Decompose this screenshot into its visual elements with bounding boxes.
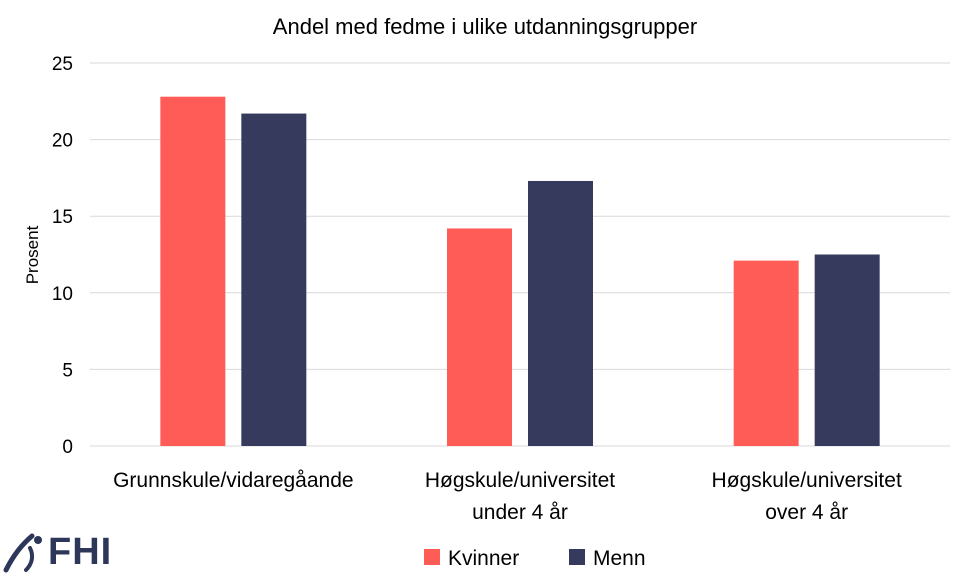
- y-tick-label-25: 25: [52, 54, 73, 75]
- x-tick-label-2-1: over 4 år: [765, 501, 848, 524]
- fhi-logo-text: FHI: [48, 531, 113, 573]
- y-tick-label-20: 20: [52, 131, 73, 152]
- legend-label-kvinner: Kvinner: [448, 547, 519, 570]
- x-tick-label-1-0: Høgskule/universitet: [425, 469, 615, 492]
- legend-swatch-menn: [569, 549, 585, 565]
- y-tick-label-15: 15: [52, 207, 73, 228]
- y-tick-label-5: 5: [62, 360, 73, 381]
- bar-menn-0: [241, 113, 307, 446]
- fhi-logo: FHI: [2, 530, 112, 574]
- fhi-logo-icon: [3, 533, 42, 573]
- legend-swatch-kvinner: [424, 549, 440, 565]
- y-tick-label-10: 10: [52, 284, 73, 305]
- x-tick-label-0-0: Grunnskule/vidaregåande: [113, 469, 354, 492]
- bar-kvinner-1: [447, 228, 512, 446]
- bar-kvinner-2: [733, 260, 799, 446]
- x-tick-label-1-1: under 4 år: [472, 501, 568, 524]
- bar-menn-2: [814, 254, 880, 446]
- chart-title: Andel med fedme i ulike utdanningsgruppe…: [273, 14, 697, 39]
- y-tick-label-0: 0: [62, 437, 73, 458]
- y-axis-label: Prosent: [23, 225, 42, 284]
- x-tick-label-2-0: Høgskule/universitet: [712, 469, 902, 492]
- bar-menn-1: [528, 180, 593, 447]
- legend-label-menn: Menn: [593, 547, 646, 570]
- bar-kvinner-0: [160, 96, 226, 446]
